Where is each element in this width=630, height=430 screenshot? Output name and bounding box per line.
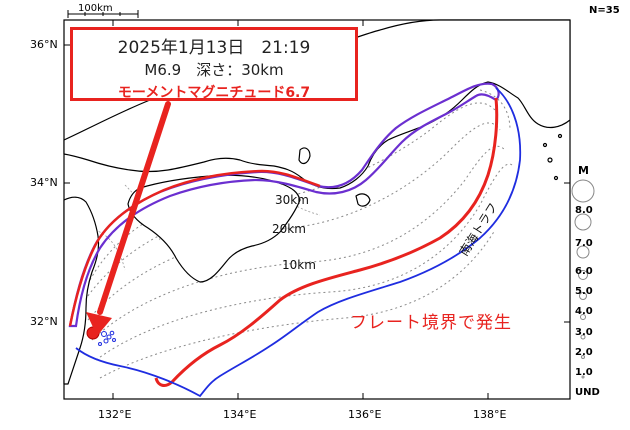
event-date-time: 2025年1月13日 21:19 [117,38,311,58]
depth-label-10km: 10km [282,258,316,272]
legend-level-1: 1.0 [575,367,593,378]
latitude-label-32: 32°N [30,315,58,328]
legend-level-8: 8.0 [575,205,593,216]
legend-title: M [578,164,589,177]
magnitude-legend-symbols [571,179,595,379]
legend-level-5: 5.0 [575,286,593,297]
event-magnitude-depth: M6.9 深さ：30km [144,61,284,79]
longitude-label-132: 132°E [98,408,132,421]
aftershock-cluster [98,330,116,346]
event-moment-magnitude: モーメントマグニチュード6.7 [117,85,311,101]
latitude-label-36: 36°N [30,38,58,51]
highlight-coast [68,169,321,327]
longitude-label-138: 138°E [473,408,507,421]
depth-label-30km: 30km [275,193,309,207]
plate-boundary-red [154,97,499,387]
event-info-box: 2025年1月13日 21:19 M6.9 深さ：30km モーメントマグニチュ… [70,27,358,101]
event-count: N=35 [589,5,620,16]
scale-bar-label: 100km [78,3,113,14]
legend-level-4: 4.0 [575,306,593,317]
scale-bar [67,10,139,18]
legend-level-6: 6.0 [575,266,593,277]
nankai-trough [75,87,522,398]
longitude-label-136: 136°E [348,408,382,421]
plate-boundary-label: フレート境界で発生 [350,313,512,333]
axis-ticks [64,20,570,399]
latitude-label-34: 34°N [30,176,58,189]
legend-level-7: 7.0 [575,238,593,249]
legend-level-und: UND [575,387,600,398]
legend-level-3: 3.0 [575,327,593,338]
legend-level-2: 2.0 [575,347,593,358]
longitude-label-134: 134°E [223,408,257,421]
epicenter-arrow [86,101,171,336]
depth-label-20km: 20km [272,222,306,236]
